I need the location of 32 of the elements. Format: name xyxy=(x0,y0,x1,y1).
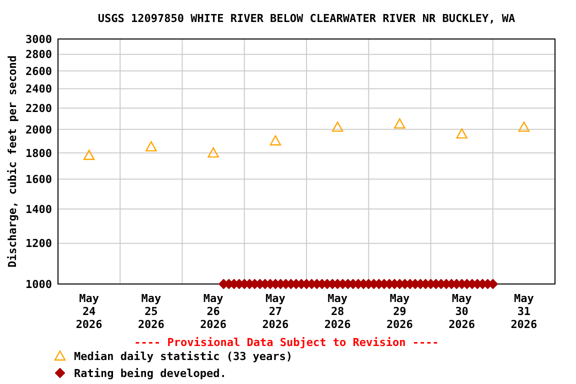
y-tick-label: 2200 xyxy=(26,102,52,116)
y-tick-label: 2600 xyxy=(26,64,52,78)
y-tick-label: 2400 xyxy=(26,82,52,96)
point xyxy=(270,135,282,146)
legend-label: Rating being developed. xyxy=(74,367,226,380)
y-tick-label: 3000 xyxy=(26,32,52,46)
y-tick-label: 1400 xyxy=(26,202,52,216)
point xyxy=(83,150,95,160)
x-tick-label: May 27 2026 xyxy=(262,292,290,331)
y-tick-label: 1600 xyxy=(26,173,52,186)
y-axis-title: Discharge, cubic feet per second xyxy=(6,56,19,268)
y-tick-label: 1800 xyxy=(26,146,52,160)
point xyxy=(208,147,219,158)
point xyxy=(518,122,530,132)
text: ---- Provisional Data Subject to Revision ---- xyxy=(134,336,439,349)
x-tick-label: May 24 2026 xyxy=(76,292,103,331)
point xyxy=(394,118,406,129)
point xyxy=(332,122,344,132)
x-tick-label: May 26 2026 xyxy=(200,292,227,331)
y-tick-label: 1200 xyxy=(26,237,52,250)
point xyxy=(456,128,468,139)
y-tick-label: 2000 xyxy=(26,123,52,136)
chart-title: USGS 12097850 WHITE RIVER BELOW CLEARWATER RIVER NR BUCKLEY, WA xyxy=(98,12,516,25)
x-tick-label: May 28 2026 xyxy=(324,292,352,331)
point xyxy=(146,141,157,152)
y-tick-label: 2800 xyxy=(26,48,52,62)
x-tick-label: May 30 2026 xyxy=(448,292,476,331)
x-tick-label: May 31 2026 xyxy=(510,292,538,331)
legend-label: Median daily statistic (33 years) xyxy=(74,350,293,363)
y-tick-label: 1000 xyxy=(26,278,52,291)
x-tick-label: May 25 2026 xyxy=(138,292,165,331)
x-tick-label: May 29 2026 xyxy=(386,292,414,331)
